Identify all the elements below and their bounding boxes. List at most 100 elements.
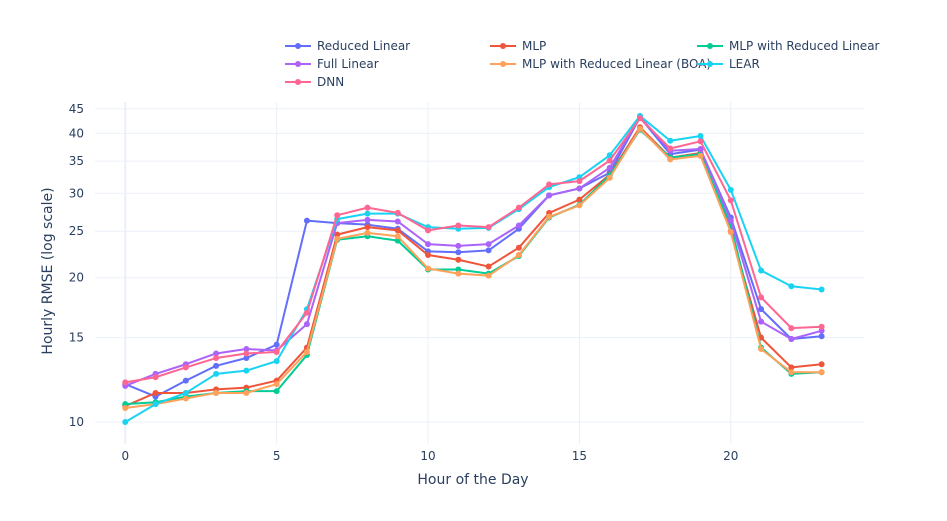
data-point bbox=[727, 229, 734, 236]
data-point bbox=[364, 224, 371, 231]
data-point bbox=[788, 283, 795, 290]
series-line bbox=[124, 115, 822, 387]
data-point bbox=[425, 265, 432, 272]
data-point bbox=[576, 185, 583, 192]
data-point bbox=[818, 323, 825, 330]
data-point bbox=[697, 152, 704, 159]
data-point bbox=[152, 389, 159, 396]
data-point bbox=[243, 346, 250, 353]
y-tick-label: 45 bbox=[69, 102, 84, 116]
data-point bbox=[818, 286, 825, 293]
legend-label: MLP with Reduced Linear bbox=[729, 39, 880, 53]
data-point bbox=[334, 235, 341, 242]
data-point bbox=[606, 157, 613, 164]
data-point bbox=[364, 216, 371, 223]
data-point bbox=[485, 247, 492, 254]
data-point bbox=[243, 367, 250, 374]
data-point bbox=[515, 204, 522, 211]
data-point bbox=[576, 196, 583, 203]
legend-marker bbox=[707, 43, 713, 49]
legend-label: MLP with Reduced Linear (BOA) bbox=[522, 57, 711, 71]
legend-marker bbox=[500, 61, 506, 67]
data-point bbox=[152, 401, 159, 408]
data-point bbox=[546, 192, 553, 199]
data-point bbox=[364, 210, 371, 217]
data-point bbox=[122, 379, 129, 386]
data-point bbox=[273, 358, 280, 365]
series-lear bbox=[122, 112, 825, 426]
x-tick-label: 10 bbox=[420, 449, 435, 463]
data-point bbox=[425, 227, 432, 234]
legend-item[interactable]: Reduced Linear bbox=[285, 39, 410, 53]
data-point bbox=[758, 318, 765, 325]
data-point bbox=[364, 204, 371, 211]
data-point bbox=[364, 229, 371, 236]
data-point bbox=[182, 389, 189, 396]
data-point bbox=[727, 217, 734, 224]
data-point bbox=[303, 309, 310, 316]
data-point bbox=[485, 263, 492, 270]
data-point bbox=[788, 364, 795, 371]
data-point bbox=[788, 369, 795, 376]
legend-item[interactable]: Full Linear bbox=[285, 57, 379, 71]
data-point bbox=[576, 178, 583, 185]
legend-item[interactable]: DNN bbox=[285, 75, 344, 89]
series-mlp-with-reduced-linear-boa bbox=[122, 125, 825, 411]
data-point bbox=[546, 213, 553, 220]
data-point bbox=[636, 115, 643, 122]
legend-marker bbox=[707, 61, 713, 67]
data-point bbox=[455, 256, 462, 263]
data-point bbox=[455, 249, 462, 256]
data-point bbox=[485, 224, 492, 231]
legend-label: LEAR bbox=[729, 57, 760, 71]
data-point bbox=[334, 212, 341, 219]
data-point bbox=[515, 252, 522, 259]
data-point bbox=[303, 321, 310, 328]
data-point bbox=[213, 370, 220, 377]
series-dnn bbox=[122, 115, 825, 386]
legend-item[interactable]: MLP with Reduced Linear bbox=[697, 39, 880, 53]
data-point bbox=[273, 348, 280, 355]
data-point bbox=[455, 270, 462, 277]
data-point bbox=[182, 364, 189, 371]
series-line bbox=[125, 127, 822, 409]
data-point bbox=[213, 350, 220, 357]
legend[interactable]: Reduced Linear MLP MLP with Reduced Linear… bbox=[285, 39, 880, 89]
data-point bbox=[303, 217, 310, 224]
data-point bbox=[667, 137, 674, 144]
data-point bbox=[697, 146, 704, 153]
data-point bbox=[243, 355, 250, 362]
data-point bbox=[818, 333, 825, 340]
data-point bbox=[818, 369, 825, 376]
x-axis-title: Hour of the Day bbox=[417, 472, 528, 488]
data-point bbox=[636, 125, 643, 132]
data-point bbox=[122, 404, 129, 411]
y-tick-label: 40 bbox=[69, 126, 84, 140]
data-point bbox=[455, 222, 462, 229]
y-tick-label: 30 bbox=[69, 186, 84, 200]
data-point bbox=[727, 186, 734, 193]
data-point bbox=[425, 241, 432, 248]
legend-item[interactable]: MLP bbox=[490, 39, 546, 53]
data-point bbox=[243, 389, 250, 396]
legend-label: Full Linear bbox=[317, 57, 379, 71]
y-tick-label: 15 bbox=[69, 331, 84, 345]
y-tick-label: 35 bbox=[69, 154, 84, 168]
legend-marker bbox=[295, 61, 301, 67]
data-point bbox=[273, 388, 280, 395]
legend-marker bbox=[500, 43, 506, 49]
data-point bbox=[273, 341, 280, 348]
data-point bbox=[243, 350, 250, 357]
data-point bbox=[667, 145, 674, 152]
data-point bbox=[758, 306, 765, 313]
y-tick-label: 10 bbox=[69, 415, 84, 429]
data-point bbox=[758, 294, 765, 301]
data-point bbox=[273, 381, 280, 388]
legend-item[interactable]: MLP with Reduced Linear (BOA) bbox=[490, 57, 711, 71]
data-point bbox=[122, 419, 129, 426]
data-point bbox=[818, 361, 825, 368]
x-axis-ticks: 0 5 10 15 20 bbox=[121, 449, 738, 463]
legend-item[interactable]: LEAR bbox=[697, 57, 760, 71]
